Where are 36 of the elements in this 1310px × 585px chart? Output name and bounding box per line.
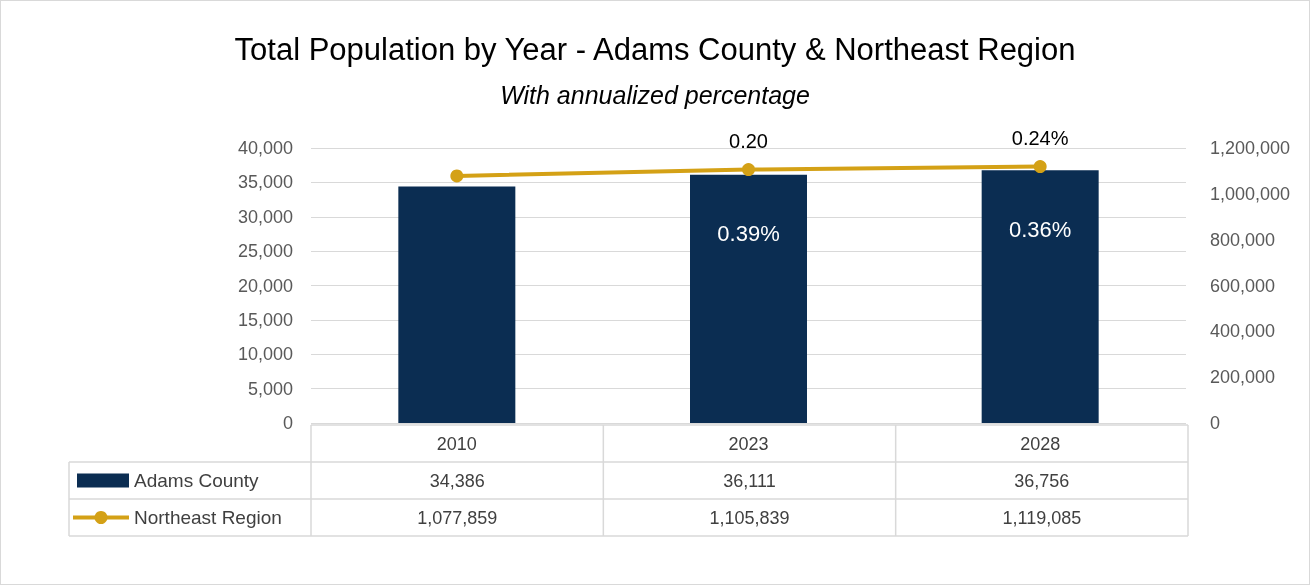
legend-label: Northeast Region [134,507,282,528]
chart-subtitle: With annualized percentage [500,80,810,109]
bar [398,186,516,423]
annotation: 0.36% [1008,216,1072,242]
annotation: 0.39% [717,221,780,247]
x-tick-label: 2023 [728,434,769,454]
data-label: 36,111 [723,470,776,491]
data-label: 1,105,839 [709,507,790,528]
bar [690,174,807,423]
annotation: 0.20 [729,130,768,153]
y2-tick-label: 1,000,000 [1210,183,1291,204]
x-tick-label: 2028 [1020,434,1061,454]
data-label: 1,077,859 [417,507,498,528]
data-label: 36,756 [1014,470,1070,491]
bar [981,170,1099,423]
y2-tick-label: 600,000 [1210,275,1276,296]
y-tick-label: 40,000 [237,138,293,158]
y-tick-label: 30,000 [237,206,293,227]
y-tick-label: 35,000 [237,172,293,193]
data-label: 34,386 [429,470,485,491]
chart-title: Total Population by Year - Adams County & Northeast Region [234,32,1076,67]
y-tick-label: 20,000 [237,275,293,296]
y-tick-label: 10,000 [237,344,293,365]
data-label: 1,119,085 [1002,507,1082,528]
y-tick-label: 15,000 [237,309,293,330]
y2-tick-label: 0 [1210,413,1221,433]
legend-label: Adams County [134,470,260,491]
x-tick-label: 2010 [436,434,477,454]
y-tick-label: 25,000 [237,241,293,262]
y2-tick-label: 800,000 [1210,229,1276,250]
y-tick-label: 0 [282,413,293,433]
y2-tick-label: 1,200,000 [1210,138,1291,158]
y2-tick-label: 400,000 [1210,321,1276,342]
annotation: 0.24% [1011,127,1069,150]
y2-tick-label: 200,000 [1210,367,1276,388]
y-tick-label: 5,000 [247,378,293,399]
